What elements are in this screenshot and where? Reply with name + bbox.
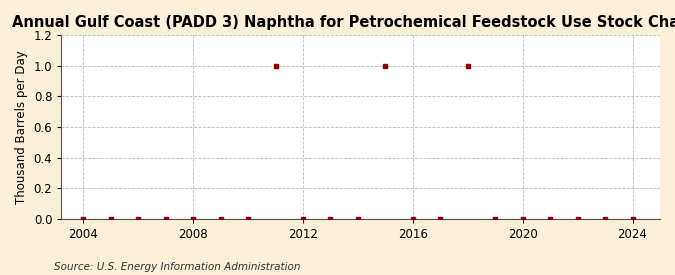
Y-axis label: Thousand Barrels per Day: Thousand Barrels per Day — [15, 50, 28, 204]
Title: Annual Gulf Coast (PADD 3) Naphtha for Petrochemical Feedstock Use Stock Change: Annual Gulf Coast (PADD 3) Naphtha for P… — [11, 15, 675, 30]
Text: Source: U.S. Energy Information Administration: Source: U.S. Energy Information Administ… — [54, 262, 300, 272]
